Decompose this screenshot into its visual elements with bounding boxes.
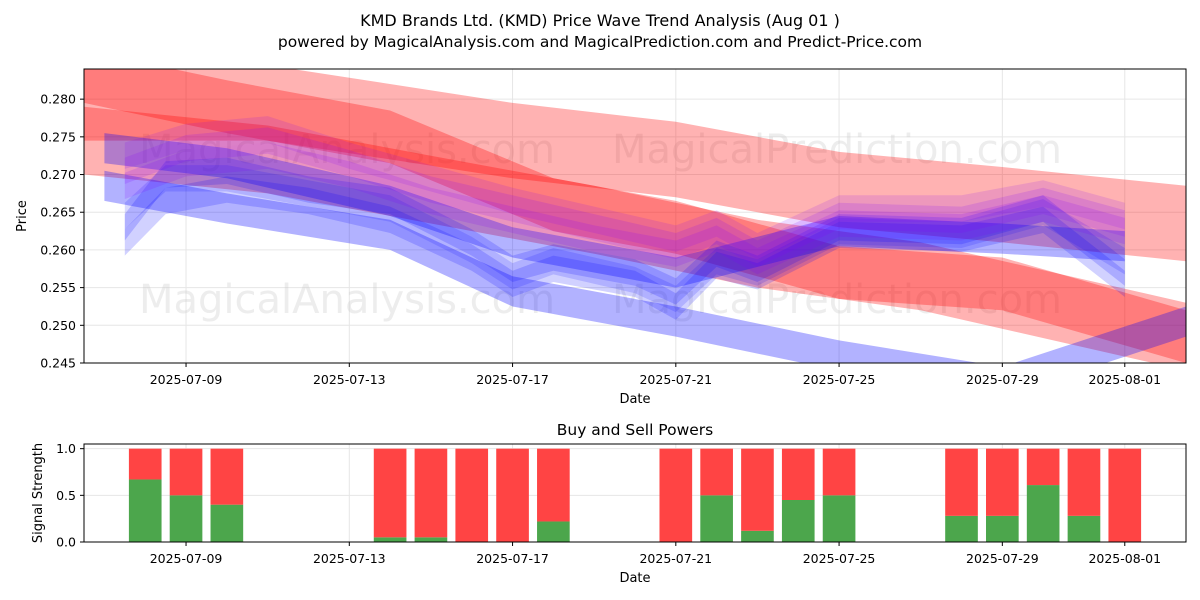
- sell-bar: [169, 448, 203, 496]
- watermark-4: MagicalPrediction.com: [612, 277, 1062, 323]
- price-x-tick-label: 2025-07-17: [476, 372, 549, 387]
- price-y-tick-label: 0.270: [40, 167, 76, 182]
- price-x-axis-title: Date: [619, 392, 650, 407]
- sell-bar: [822, 448, 856, 496]
- series-band-purple-wave-b: [124, 142, 1125, 275]
- signal-x-ticks: 2025-07-09 2025-07-13 2025-07-17 2025-07-21…: [150, 542, 1161, 566]
- buy-bar: [169, 495, 203, 542]
- buy-bar: [986, 515, 1019, 542]
- sell-bar: [945, 448, 978, 516]
- price-y-tick-label: 0.260: [40, 242, 76, 257]
- chart-subtitle: powered by MagicalAnalysis.com and Magic…: [278, 33, 922, 51]
- signal-grid: [84, 444, 1186, 543]
- signal-x-tick-label: 2025-07-13: [313, 551, 386, 566]
- sell-bar: [700, 448, 733, 496]
- signal-y-axis-title: Signal Strength: [31, 443, 46, 543]
- series-band-blue-wave-b: [124, 176, 1125, 320]
- watermark-2: MagicalPrediction.com: [612, 127, 1062, 173]
- series-band-red-band-main: [84, 106, 1186, 363]
- series-band-purple-wave-c: [124, 116, 1125, 260]
- series-band-blue-band-upper: [104, 133, 1125, 288]
- signal-x-axis-title: Date: [619, 571, 650, 586]
- buy-bar: [1026, 485, 1060, 542]
- buy-bar: [128, 479, 162, 542]
- series-band-red-band-upper: [84, 69, 1186, 262]
- sell-bar: [1067, 448, 1101, 516]
- price-series: [84, 69, 1186, 363]
- buy-bar: [781, 500, 815, 542]
- signal-y-tick-label: 1.0: [56, 441, 76, 456]
- buy-bar: [1067, 515, 1101, 542]
- watermark-1: MagicalAnalysis.com: [139, 127, 555, 173]
- price-panel: MagicalAnalysis.com MagicalPrediction.co…: [15, 68, 1187, 407]
- sell-bar: [496, 448, 529, 542]
- price-y-ticks: 0.245 0.250 0.255 0.260 0.265 0.270 0.275 0.280: [40, 92, 84, 371]
- buy-bar: [414, 537, 448, 542]
- sell-bar: [986, 448, 1019, 516]
- sell-bar: [128, 448, 162, 480]
- chart-title: KMD Brands Ltd. (KMD) Price Wave Trend A…: [360, 11, 840, 30]
- price-x-tick-label: 2025-07-13: [313, 372, 386, 387]
- price-y-tick-label: 0.265: [40, 205, 76, 220]
- price-x-tick-label: 2025-08-01: [1088, 372, 1161, 387]
- signal-panel: Buy and Sell Powers 2025-07-09 2025-07-13…: [31, 421, 1187, 586]
- series-band-blue-wave-a: [124, 157, 1125, 305]
- sell-bar: [659, 448, 693, 542]
- price-x-tick-label: 2025-07-09: [150, 372, 223, 387]
- watermark-3: MagicalAnalysis.com: [139, 277, 555, 323]
- signal-x-tick-label: 2025-08-01: [1088, 551, 1161, 566]
- price-x-ticks: 2025-07-09 2025-07-13 2025-07-17 2025-07-21…: [150, 363, 1161, 387]
- series-band-purple-wave-a: [124, 127, 1125, 267]
- price-grid: [84, 69, 1186, 364]
- price-x-tick-label: 2025-07-21: [639, 372, 712, 387]
- price-y-tick-label: 0.280: [40, 92, 76, 107]
- sell-bar: [455, 448, 489, 542]
- signal-y-tick-label: 0.0: [56, 535, 76, 550]
- signal-x-tick-label: 2025-07-21: [639, 551, 712, 566]
- signal-y-tick-label: 0.5: [56, 488, 76, 503]
- buy-bar: [210, 504, 244, 542]
- buy-bar: [700, 495, 733, 542]
- signal-y-ticks: 0.0 0.5 1.0: [56, 441, 84, 550]
- series-band-blue-band-main: [104, 170, 1186, 363]
- buy-bar: [741, 530, 774, 542]
- price-x-tick-label: 2025-07-29: [966, 372, 1039, 387]
- sell-bar: [414, 448, 448, 538]
- price-y-tick-label: 0.250: [40, 318, 76, 333]
- signal-x-tick-label: 2025-07-25: [803, 551, 876, 566]
- signal-axes-frame: [83, 443, 1187, 543]
- price-axes-frame: [83, 68, 1187, 364]
- series-band-red-band-lower: [84, 69, 1186, 363]
- sell-bar: [1108, 448, 1142, 542]
- sell-bar: [373, 448, 407, 538]
- buy-bar: [945, 515, 978, 542]
- signal-x-tick-label: 2025-07-17: [476, 551, 549, 566]
- price-y-axis-title: Price: [15, 200, 30, 232]
- sell-bar: [210, 448, 244, 505]
- buy-bar: [822, 495, 856, 542]
- sell-bar: [781, 448, 815, 500]
- signal-x-tick-label: 2025-07-29: [966, 551, 1039, 566]
- sell-bar: [741, 448, 774, 531]
- series-band-blue-wave-c: [124, 165, 1125, 313]
- signal-x-tick-label: 2025-07-09: [150, 551, 223, 566]
- sell-bar: [1026, 448, 1060, 486]
- signal-bars: [128, 448, 1142, 542]
- buy-bar: [373, 537, 407, 542]
- price-y-tick-label: 0.275: [40, 129, 76, 144]
- buy-bar: [537, 521, 570, 542]
- price-x-tick-label: 2025-07-25: [803, 372, 876, 387]
- price-y-tick-label: 0.255: [40, 280, 76, 295]
- price-y-tick-label: 0.245: [40, 356, 76, 371]
- sell-bar: [537, 448, 570, 522]
- signal-title: Buy and Sell Powers: [557, 421, 714, 439]
